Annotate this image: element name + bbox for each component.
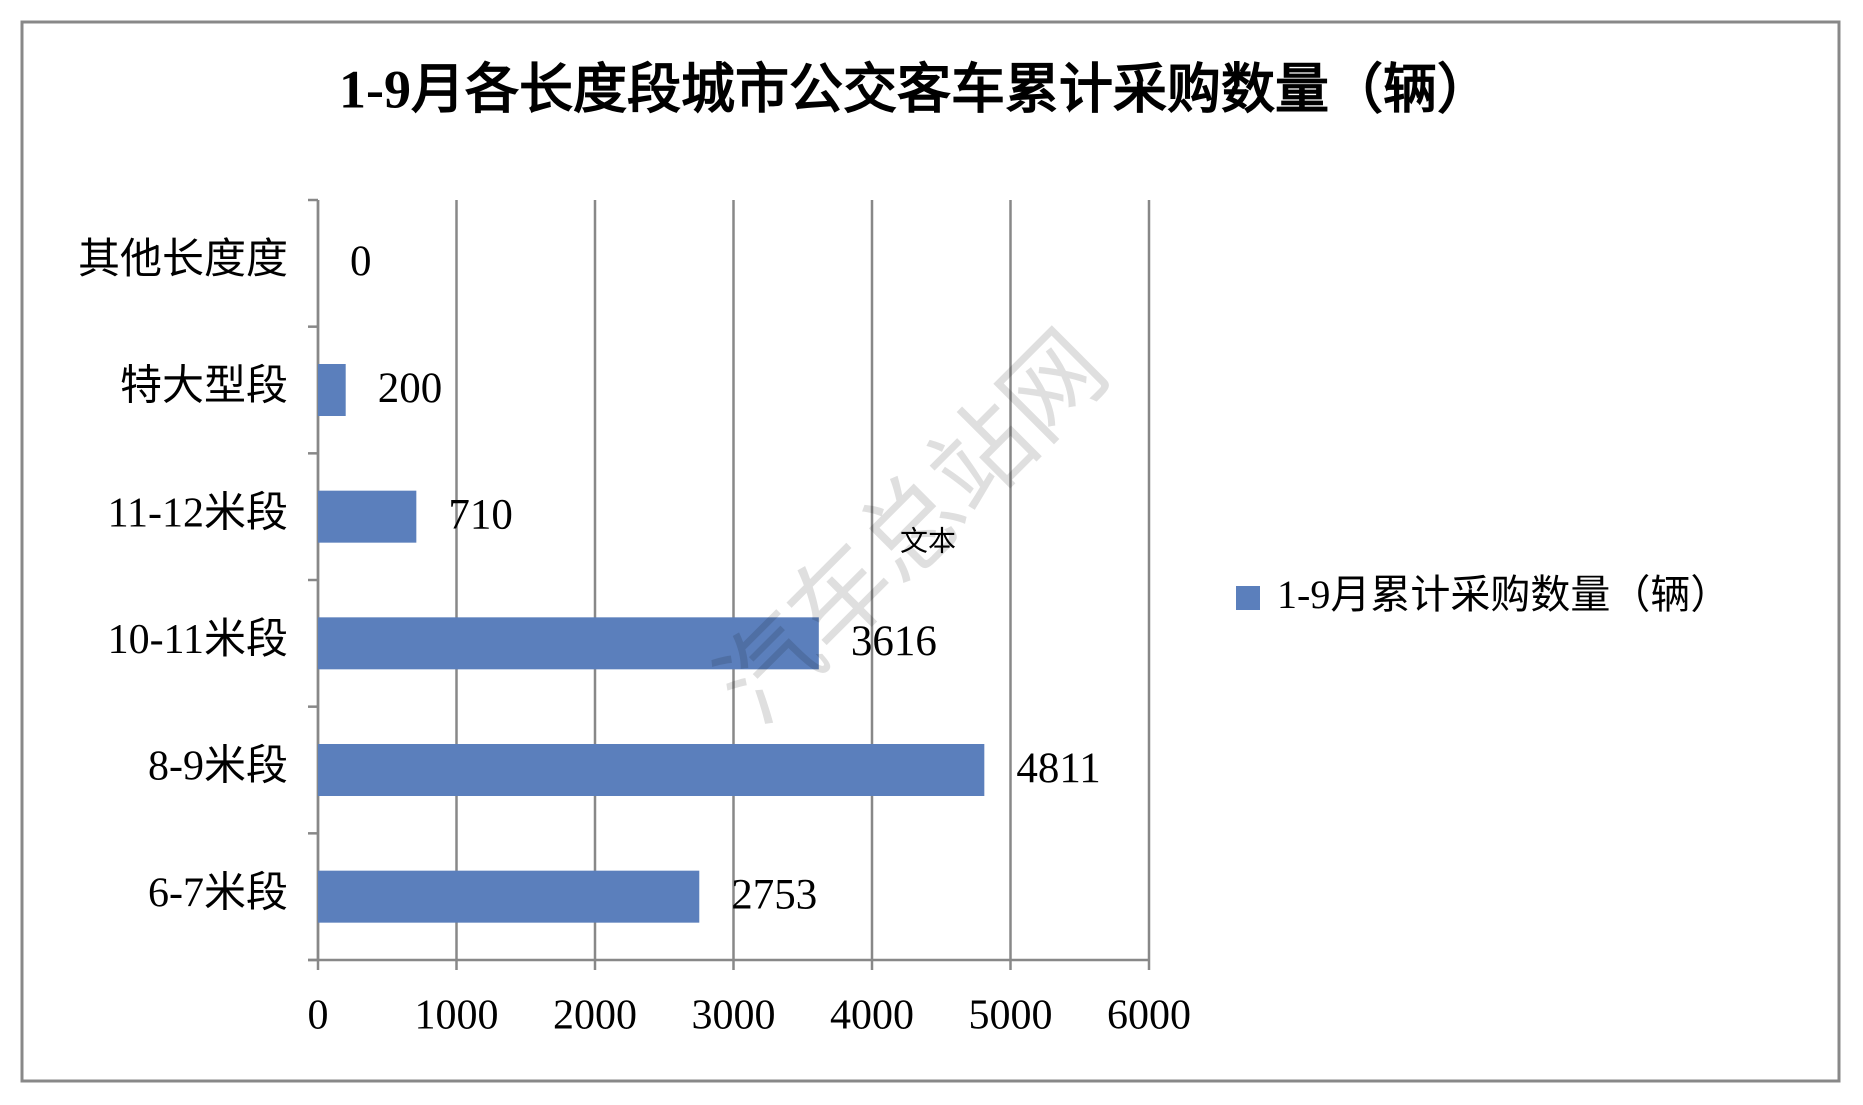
- y-tick-label: 11-12米段: [108, 490, 288, 536]
- data-label: 3616: [851, 618, 937, 665]
- bar: [318, 744, 985, 796]
- data-label: 0: [350, 238, 372, 285]
- x-tick-label: 4000: [830, 993, 914, 1039]
- bar: [318, 617, 819, 670]
- y-tick-label: 10-11米段: [108, 617, 288, 663]
- bar: [318, 870, 700, 923]
- bar: [318, 364, 346, 416]
- x-tick-label: 1000: [415, 993, 499, 1039]
- data-label: 710: [448, 492, 512, 539]
- x-tick-label: 3000: [692, 993, 776, 1039]
- data-label: 4811: [1016, 745, 1100, 792]
- chart-title: 1-9月各长度段城市公交客车累计采购数量（辆）: [339, 59, 1491, 119]
- data-label: 200: [378, 365, 443, 412]
- y-tick-label: 6-7米段: [148, 870, 288, 916]
- data-label: 2753: [731, 872, 817, 919]
- y-tick-label: 8-9米段: [148, 744, 288, 790]
- x-tick-label: 2000: [553, 993, 637, 1039]
- x-tick-label: 6000: [1107, 993, 1191, 1039]
- bar: [318, 490, 417, 543]
- x-tick-label: 5000: [969, 993, 1053, 1039]
- legend-label: 1-9月累计采购数量（辆）: [1277, 572, 1730, 617]
- annotation: 文本: [900, 525, 956, 557]
- x-tick-label: 0: [308, 993, 329, 1039]
- legend-swatch: [1236, 586, 1260, 610]
- y-tick-label: 特大型段: [120, 364, 288, 410]
- y-tick-label: 其他长度度: [78, 237, 288, 283]
